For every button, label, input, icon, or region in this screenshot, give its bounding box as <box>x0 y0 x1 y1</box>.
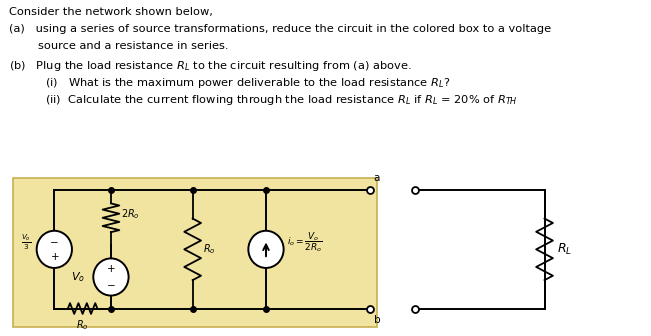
Text: $R_o$: $R_o$ <box>76 318 89 332</box>
Text: $i_o = \dfrac{V_o}{2R_o}$: $i_o = \dfrac{V_o}{2R_o}$ <box>287 230 323 254</box>
Circle shape <box>93 258 129 296</box>
FancyBboxPatch shape <box>14 178 378 327</box>
Text: $R_L$: $R_L$ <box>557 242 572 257</box>
Text: $+$: $+$ <box>106 263 116 274</box>
Text: $+$: $+$ <box>49 251 59 262</box>
Circle shape <box>249 231 284 268</box>
Text: source and a resistance in series.: source and a resistance in series. <box>9 41 229 51</box>
Text: (i)   What is the maximum power deliverable to the load resistance $R_L$?: (i) What is the maximum power deliverabl… <box>9 76 450 90</box>
Text: a: a <box>374 173 380 183</box>
Text: $-$: $-$ <box>106 279 116 289</box>
Text: $R_o$: $R_o$ <box>203 243 215 256</box>
Circle shape <box>36 231 72 268</box>
Text: Consider the network shown below,: Consider the network shown below, <box>9 7 213 17</box>
Text: $\frac{V_o}{3}$: $\frac{V_o}{3}$ <box>21 233 31 252</box>
Text: b: b <box>374 316 380 325</box>
Text: $2R_o$: $2R_o$ <box>121 207 140 221</box>
Text: (b)   Plug the load resistance $R_L$ to the circuit resulting from (a) above.: (b) Plug the load resistance $R_L$ to th… <box>9 58 411 73</box>
Text: $-$: $-$ <box>49 236 59 246</box>
Text: (a)   using a series of source transformations, reduce the circuit in the colore: (a) using a series of source transformat… <box>9 25 551 34</box>
Text: (ii)  Calculate the current flowing through the load resistance $R_L$ if $R_L$ =: (ii) Calculate the current flowing throu… <box>9 93 518 107</box>
Text: $V_o$: $V_o$ <box>71 270 85 284</box>
